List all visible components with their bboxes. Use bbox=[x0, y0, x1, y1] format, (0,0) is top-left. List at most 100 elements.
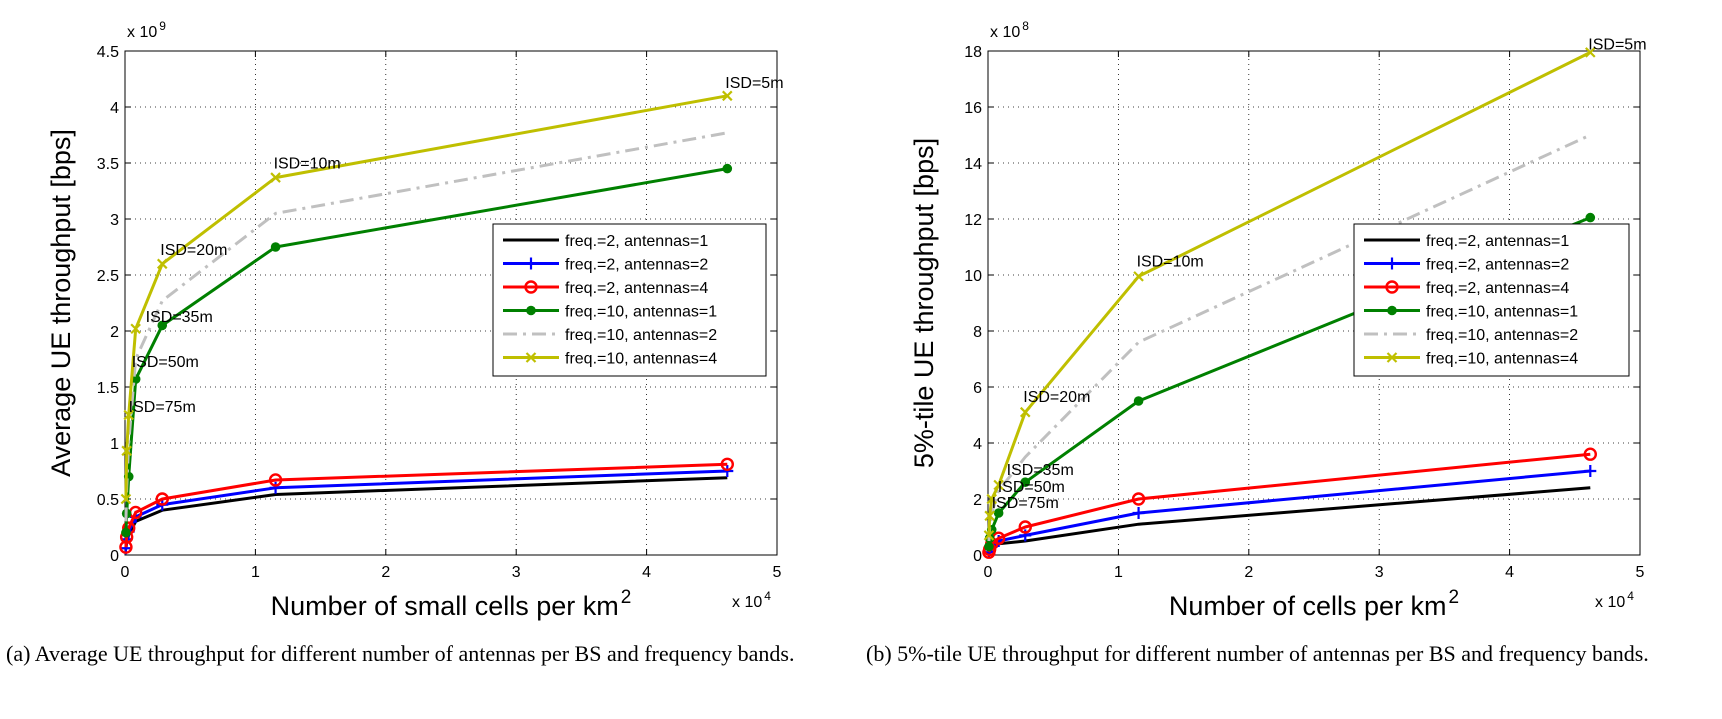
legend-label: freq.=10, antennas=2 bbox=[1426, 327, 1578, 344]
x-marker bbox=[993, 479, 1004, 491]
x-exponent-label: x 10 4 bbox=[1595, 589, 1634, 611]
y-tick-label: 18 bbox=[964, 44, 982, 61]
dot-marker bbox=[1133, 396, 1144, 406]
axes-frame bbox=[124, 50, 778, 556]
isd-annotation: ISD=50m bbox=[998, 479, 1065, 496]
legend-label: freq.=2, antennas=4 bbox=[1426, 280, 1569, 297]
x-tick-label: 1 bbox=[1114, 564, 1123, 581]
x-marker bbox=[123, 409, 135, 421]
legend-label: freq.=2, antennas=1 bbox=[1426, 233, 1569, 250]
dot-marker bbox=[270, 242, 281, 252]
dot-marker bbox=[1585, 212, 1596, 223]
x-tick-label: 2 bbox=[381, 564, 390, 581]
x-tick-label: 0 bbox=[121, 564, 130, 581]
y-tick-label: 3.5 bbox=[97, 156, 119, 173]
y-tick-label: 4 bbox=[110, 100, 119, 117]
circle-marker bbox=[720, 457, 734, 471]
plus-marker bbox=[525, 257, 537, 270]
x-tick-label: 5 bbox=[773, 564, 782, 581]
circle-marker bbox=[268, 473, 283, 487]
y-tick-label: 16 bbox=[964, 100, 982, 117]
y-tick-label: 12 bbox=[964, 212, 982, 229]
legend-label: freq.=10, antennas=4 bbox=[565, 351, 717, 368]
isd-annotation: ISD=5m bbox=[725, 75, 783, 92]
dot-marker bbox=[121, 527, 131, 538]
y-axis-label: 5%-tile UE throughput [bps] bbox=[909, 138, 939, 468]
x-tick-label: 1 bbox=[251, 564, 260, 581]
dot-marker bbox=[1020, 477, 1031, 488]
caption-a: (a) Average UE throughput for different … bbox=[6, 641, 795, 666]
x-tick-label: 4 bbox=[642, 564, 651, 581]
dot-marker bbox=[157, 320, 168, 331]
y-tick-label: 0 bbox=[973, 548, 982, 565]
legend-label: freq.=2, antennas=2 bbox=[565, 257, 708, 274]
x-tick-label: 0 bbox=[984, 564, 993, 581]
plus-marker bbox=[721, 465, 734, 477]
caption-b: (b) 5%-tile UE throughput for different … bbox=[866, 641, 1649, 666]
x-marker bbox=[983, 530, 995, 541]
dot-marker bbox=[722, 163, 733, 174]
y-tick-label: 0.5 bbox=[97, 492, 119, 509]
dot-marker bbox=[993, 508, 1004, 518]
x-exponent-label: x 10 4 bbox=[732, 589, 771, 611]
x-marker bbox=[986, 493, 998, 505]
y-tick-label: 1.5 bbox=[97, 380, 119, 397]
x-marker bbox=[1133, 271, 1144, 282]
y-tick-label: 0 bbox=[110, 548, 119, 565]
axes-frame bbox=[987, 50, 1641, 556]
isd-annotation: ISD=10m bbox=[1137, 253, 1204, 270]
isd-annotation: ISD=20m bbox=[1023, 389, 1090, 406]
series-line bbox=[987, 133, 1591, 542]
series-5 bbox=[987, 133, 1591, 542]
isd-annotation: ISD=75m bbox=[129, 399, 196, 416]
series-6 bbox=[983, 47, 1596, 541]
y-tick-label: 3 bbox=[110, 212, 119, 229]
plus-marker bbox=[1584, 465, 1597, 477]
plus-marker bbox=[269, 481, 282, 494]
series-6 bbox=[120, 90, 733, 505]
y-tick-label: 8 bbox=[973, 324, 982, 341]
x-tick-label: 3 bbox=[1375, 564, 1384, 581]
isd-annotation: ISD=35m bbox=[146, 309, 213, 326]
x-marker bbox=[1386, 352, 1398, 363]
y-axis-label: Average UE throughput [bps] bbox=[46, 129, 76, 477]
legend-label: freq.=10, antennas=1 bbox=[1426, 304, 1578, 321]
y-tick-label: 6 bbox=[973, 380, 982, 397]
chart-a: 0 1 2 3 4 5 0 0.5 1 1.5 2 2.5 3 3.5 4 4.5 x 10 9 x 10 4 Numb… bbox=[46, 19, 784, 621]
plus-marker bbox=[1132, 507, 1145, 519]
circle-marker bbox=[1131, 492, 1146, 506]
isd-annotation: ISD=10m bbox=[274, 156, 341, 173]
y-tick-label: 4.5 bbox=[97, 44, 119, 61]
x-marker bbox=[120, 493, 132, 505]
legend-label: freq.=2, antennas=4 bbox=[565, 280, 708, 297]
isd-annotation: ISD=50m bbox=[132, 354, 199, 371]
x-marker bbox=[1019, 406, 1031, 418]
y-tick-label: 10 bbox=[964, 268, 982, 285]
y-exponent-label: x 10 8 bbox=[990, 19, 1029, 41]
y-tick-label: 2 bbox=[110, 324, 119, 341]
y-tick-label: 4 bbox=[973, 436, 982, 453]
x-marker bbox=[525, 352, 537, 363]
y-tick-label: 14 bbox=[964, 156, 982, 173]
isd-annotation: ISD=5m bbox=[1588, 36, 1646, 53]
x-tick-label: 2 bbox=[1244, 564, 1253, 581]
legend-box bbox=[1353, 223, 1630, 377]
x-marker bbox=[1585, 47, 1596, 58]
dot-marker bbox=[1387, 305, 1397, 316]
circle-marker bbox=[524, 280, 538, 294]
legend-label: freq.=2, antennas=2 bbox=[1426, 257, 1569, 274]
plus-marker bbox=[1386, 257, 1398, 270]
x-marker bbox=[156, 258, 168, 270]
legend-label: freq.=2, antennas=1 bbox=[565, 233, 708, 250]
x-axis-label: Number of small cells per km 2 bbox=[271, 587, 632, 621]
circle-marker bbox=[1583, 447, 1597, 461]
x-tick-label: 3 bbox=[512, 564, 521, 581]
dot-marker bbox=[984, 541, 994, 552]
x-marker bbox=[722, 90, 733, 102]
isd-annotation: ISD=35m bbox=[1007, 462, 1074, 479]
legend: freq.=2, antennas=1 freq.=2, antennas=2 fr… bbox=[492, 223, 767, 377]
x-marker bbox=[121, 445, 132, 457]
circle-marker bbox=[155, 492, 169, 506]
x-tick-label: 5 bbox=[1636, 564, 1645, 581]
